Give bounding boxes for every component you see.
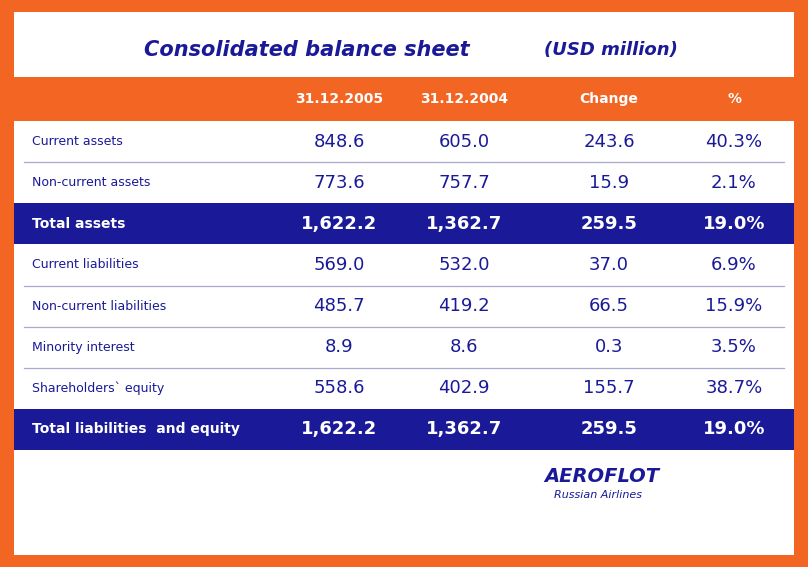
Text: 419.2: 419.2: [438, 297, 490, 315]
Bar: [14, 409, 794, 450]
Text: Current assets: Current assets: [32, 135, 123, 148]
Text: Current liabilities: Current liabilities: [32, 259, 139, 272]
Text: 15.9%: 15.9%: [705, 297, 763, 315]
Text: 0.3: 0.3: [595, 338, 623, 356]
Text: Shareholders` equity: Shareholders` equity: [32, 382, 164, 395]
Text: 66.5: 66.5: [589, 297, 629, 315]
Text: Non-current assets: Non-current assets: [32, 176, 150, 189]
Text: 19.0%: 19.0%: [703, 215, 765, 233]
Text: 532.0: 532.0: [438, 256, 490, 274]
Text: Non-current liabilities: Non-current liabilities: [32, 299, 166, 312]
Text: 1,362.7: 1,362.7: [426, 215, 502, 233]
Text: 773.6: 773.6: [314, 174, 365, 192]
Text: 848.6: 848.6: [314, 133, 364, 151]
Text: 259.5: 259.5: [581, 421, 638, 438]
Text: 8.6: 8.6: [450, 338, 478, 356]
Text: Minority interest: Minority interest: [32, 341, 135, 354]
Text: 259.5: 259.5: [581, 215, 638, 233]
Text: %: %: [727, 92, 741, 106]
Text: 1,362.7: 1,362.7: [426, 421, 502, 438]
Text: Total assets: Total assets: [32, 217, 125, 231]
Text: 3.5%: 3.5%: [711, 338, 757, 356]
Text: 15.9: 15.9: [589, 174, 629, 192]
Text: 31.12.2004: 31.12.2004: [420, 92, 508, 106]
Text: 8.9: 8.9: [325, 338, 353, 356]
Text: 37.0: 37.0: [589, 256, 629, 274]
Text: Change: Change: [579, 92, 638, 106]
Text: 2.1%: 2.1%: [711, 174, 757, 192]
Text: AEROFLOT: AEROFLOT: [544, 468, 659, 486]
Text: 38.7%: 38.7%: [705, 379, 763, 397]
Bar: [14, 77, 794, 121]
Text: 757.7: 757.7: [438, 174, 490, 192]
Text: 1,622.2: 1,622.2: [301, 421, 377, 438]
Bar: [14, 203, 794, 244]
Text: Consolidated balance sheet: Consolidated balance sheet: [144, 40, 469, 60]
Text: 19.0%: 19.0%: [703, 421, 765, 438]
Text: 40.3%: 40.3%: [705, 133, 763, 151]
Text: Russian Airlines: Russian Airlines: [554, 490, 642, 500]
Text: Total liabilities  and equity: Total liabilities and equity: [32, 422, 240, 437]
Text: 569.0: 569.0: [314, 256, 364, 274]
Text: 402.9: 402.9: [438, 379, 490, 397]
Text: 155.7: 155.7: [583, 379, 635, 397]
Text: 485.7: 485.7: [314, 297, 365, 315]
Text: 1,622.2: 1,622.2: [301, 215, 377, 233]
Text: (USD million): (USD million): [544, 41, 678, 59]
Text: 243.6: 243.6: [583, 133, 635, 151]
Text: 6.9%: 6.9%: [711, 256, 757, 274]
Text: 605.0: 605.0: [439, 133, 490, 151]
Text: 558.6: 558.6: [314, 379, 364, 397]
Text: 31.12.2005: 31.12.2005: [295, 92, 383, 106]
